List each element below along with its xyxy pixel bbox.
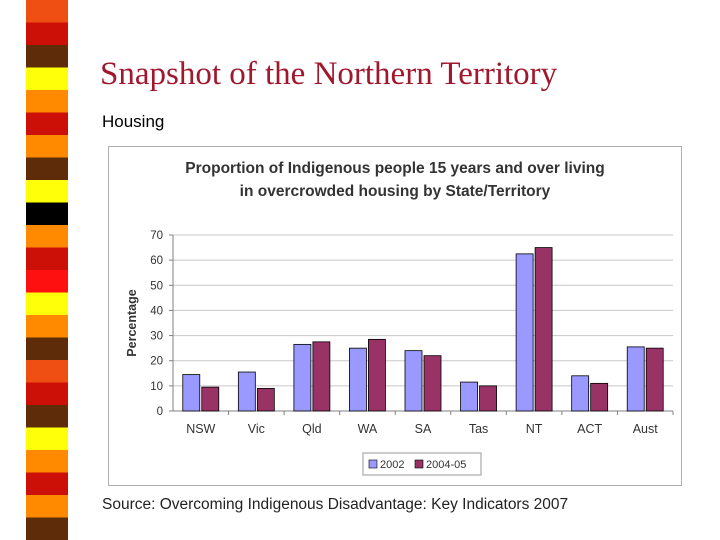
x-tick-label: Tas <box>469 422 488 436</box>
y-tick-label: 0 <box>157 406 163 418</box>
x-tick-label: NSW <box>186 422 215 436</box>
bar <box>182 374 201 412</box>
stripe-block <box>26 112 68 136</box>
stripe-block <box>26 202 68 226</box>
x-tick-label: SA <box>415 422 432 436</box>
legend: 2002 2004-05 <box>362 452 482 476</box>
bar <box>237 371 256 412</box>
x-tick-label: NT <box>526 422 543 436</box>
bar <box>590 382 609 412</box>
chart-title-line-2: in overcrowded housing by State/Territor… <box>239 183 551 200</box>
bar-chart: 0 10 20 30 40 50 60 70 NSW Vic Qld WA SA Tas NT ACT Aust… <box>125 230 674 476</box>
bar <box>349 347 367 412</box>
x-tick-label: Qld <box>302 422 322 436</box>
bar <box>479 385 497 412</box>
decorative-stripe <box>26 0 68 540</box>
x-tick-label: Vic <box>248 422 265 436</box>
y-tick-label: 50 <box>150 280 163 292</box>
stripe-block <box>26 337 68 361</box>
bar <box>368 338 386 412</box>
slide-subtitle: Housing <box>102 112 165 131</box>
y-tick-label: 20 <box>150 356 163 368</box>
legend-label: 2002 <box>380 459 404 471</box>
stripe-block <box>26 472 68 496</box>
stripe-block <box>26 0 68 23</box>
stripe-block <box>26 360 68 383</box>
y-tick-label: 70 <box>150 230 163 242</box>
chart-title-line-1: Proportion of Indigenous people 15 years… <box>185 160 605 177</box>
stripe-block <box>26 382 68 406</box>
bar <box>460 381 478 412</box>
bar <box>293 343 312 412</box>
bar <box>534 247 553 412</box>
bar <box>515 253 534 412</box>
stripe-block <box>26 225 68 248</box>
x-tick-label: WA <box>358 422 378 436</box>
legend-swatch <box>414 459 424 469</box>
stripe-block <box>26 427 68 451</box>
chart-title: Proportion of Indigenous people 15 years… <box>109 157 681 203</box>
x-tick-label: Aust <box>633 422 659 436</box>
bar <box>201 386 220 412</box>
stripe-block <box>26 270 68 293</box>
bar <box>645 347 664 412</box>
y-tick-label: 40 <box>150 305 163 317</box>
bar <box>423 355 442 412</box>
x-tick-label: ACT <box>577 422 602 436</box>
bar <box>256 387 275 412</box>
bar <box>626 346 645 412</box>
slide-title: Snapshot of the Northern Territory <box>100 56 558 92</box>
y-tick-label: 10 <box>150 381 163 393</box>
y-tick-label: 30 <box>150 331 163 343</box>
stripe-block <box>26 157 68 181</box>
bar <box>404 350 423 412</box>
chart-panel: Proportion of Indigenous people 15 years… <box>108 146 682 486</box>
stripe-block <box>26 22 68 46</box>
stripe-block <box>26 247 68 271</box>
stripe-block <box>26 45 68 68</box>
plot-area <box>173 235 673 411</box>
legend-label: 2004-05 <box>426 459 466 471</box>
stripe-block <box>26 292 68 316</box>
legend-swatch <box>368 459 378 469</box>
stripe-block <box>26 517 68 540</box>
stripe-block <box>26 135 68 158</box>
y-axis-label: Percentage <box>125 289 139 356</box>
stripe-block <box>26 405 68 428</box>
stripe-block <box>26 180 68 203</box>
source-note: Source: Overcoming Indigenous Disadvanta… <box>102 496 569 513</box>
stripe-block <box>26 90 68 113</box>
stripe-block <box>26 67 68 91</box>
stripe-block <box>26 450 68 473</box>
stripe-block <box>26 495 68 518</box>
bar <box>571 375 590 412</box>
y-tick-label: 60 <box>150 255 163 267</box>
stripe-block <box>26 315 68 338</box>
bar <box>312 341 331 412</box>
